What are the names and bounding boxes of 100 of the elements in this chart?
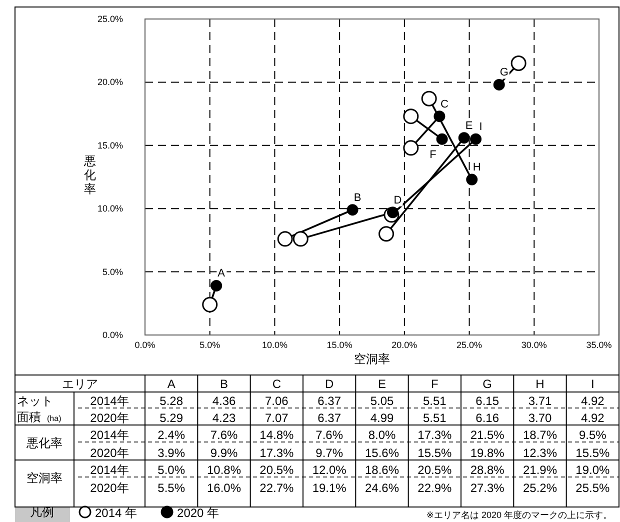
data-label: 3.70 [528,411,552,425]
data-label: 28.8% [470,463,505,477]
data-label: 12.0% [312,463,347,477]
data-label: 6.37 [318,411,342,425]
y-tick-label: 15.0% [97,140,123,150]
data-label: 5.0% [158,463,186,477]
annotation: D [394,194,402,206]
data-label: 8.0% [368,428,396,442]
data-label: 6.16 [476,411,500,425]
data-label: 25.2% [522,481,558,495]
data-label: 21.9% [522,463,558,477]
category-label: G [482,377,492,391]
data-label: 9.5% [578,428,607,442]
x-tick-label: 35.0% [586,340,612,350]
data-label: 19.1% [312,481,347,495]
data-label: 17.3% [260,446,294,460]
x-tick-label: 5.0% [200,340,220,350]
data-label: 5.05 [370,394,394,408]
annotation: E [465,120,473,132]
data-label: 9.7% [316,446,344,460]
data-label: 24.6% [364,481,400,495]
data-label: 22.7% [260,481,294,495]
data-label: 7.6% [210,428,238,442]
data-label: 9.9% [210,446,238,460]
data-label: 7.07 [264,411,289,425]
text: ※エリア名は 2020 年度のマークの上に示す。 [426,510,612,520]
data-label: 15.5% [576,446,610,460]
data-label: 19.0% [576,463,610,477]
data-label: 10.8% [206,463,242,477]
data-label: 22.9% [418,481,452,495]
text: エリア [62,377,98,391]
data-label: 4.36 [212,394,236,408]
x-axis-title: 空洞率 [354,352,390,366]
annotation: F [430,149,437,162]
data-label: 19.8% [470,446,505,460]
text: 面積 [17,410,41,424]
data-label: 7.6% [316,428,344,442]
category-label: D [324,377,334,391]
data-label: 4.92 [580,411,605,425]
category-label: C [272,377,282,391]
data-label: 4.23 [212,411,236,425]
category-label: B [220,377,228,391]
text: (ha) [47,414,62,423]
data-label: 15.5% [418,446,452,460]
x-tick-label: 20.0% [392,340,418,350]
legend-label: 2014 年 [95,506,138,520]
data-label: 17.3% [418,428,452,442]
data-label: 5.51 [422,394,447,408]
data-label: 5.51 [422,411,447,425]
data-label: 25.5% [576,481,610,495]
data-label: 3.9% [158,446,186,460]
y-tick-label: 20.0% [97,77,123,88]
data-label: 15.6% [364,446,400,460]
x-tick-label: 0.0% [134,340,156,350]
y-tick-label: 0.0% [102,330,123,340]
data-label: 5.29 [160,411,184,425]
data-label: 14.8% [260,428,294,442]
data-label: 21.5% [470,428,505,442]
annotation: G [500,66,508,79]
data-label: 20.5% [418,463,452,477]
data-label: 20.5% [260,463,294,477]
data-label: 5.28 [160,394,184,408]
text: 2014年 [90,428,129,442]
text: ネット [17,394,53,408]
y-tick-label: 25.0% [97,14,123,24]
text: 空洞率 [26,471,62,485]
category-label: F [430,377,438,391]
data-label: 6.15 [476,394,500,408]
data-label: 4.99 [370,411,394,425]
data-label: 27.3% [470,481,505,495]
category-label: H [536,377,544,391]
data-label: 16.0% [206,481,242,495]
data-label: 4.92 [580,394,605,408]
data-label: 6.37 [318,394,342,408]
category-label: I [590,377,594,391]
data-label: 18.7% [522,428,558,442]
annotation: A [218,268,226,280]
text: 悪化率 [26,436,62,450]
x-tick-label: 25.0% [456,340,482,350]
category-label: A [167,377,176,391]
text: 2020年 [90,481,129,495]
data-label: 12.3% [522,446,558,460]
x-tick-label: 10.0% [262,340,288,350]
data-label: 5.5% [158,481,186,495]
text: 2020年 [90,446,129,460]
x-tick-label: 15.0% [326,340,352,350]
data-label: 18.6% [364,463,400,477]
annotation: I [479,121,482,134]
annotation: H [472,162,481,174]
legend-label: 2020 年 [177,506,220,520]
data-label: 3.71 [528,394,552,408]
y-tick-label: 5.0% [102,266,123,277]
y-tick-label: 10.0% [97,204,123,214]
text: 2014年 [90,463,129,477]
text: 2014年 [90,394,129,408]
text: 2020年 [90,411,129,425]
annotation: B [354,192,362,204]
category-label: E [378,377,386,391]
y-axis-title: 悪化率 [83,154,96,196]
data-label: 2.4% [158,428,186,442]
